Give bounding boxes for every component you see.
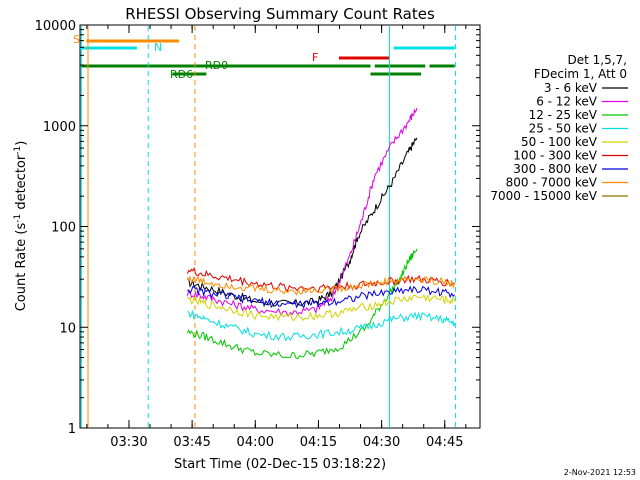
legend-label: 6 - 12 keV (536, 95, 598, 109)
status-overlay-layer (80, 26, 457, 428)
x-tick-label: 03:45 (173, 435, 210, 450)
generation-timestamp: 2-Nov-2021 12:53 (564, 468, 636, 477)
y-axis-label: Count Rate (s-1 detector-1) (13, 141, 29, 312)
x-tick-label: 04:15 (300, 435, 337, 450)
series-line-2 (186, 248, 418, 360)
legend-label: 25 - 50 keV (529, 122, 598, 136)
plot-frame (79, 24, 481, 429)
series-line-7 (186, 275, 456, 296)
y-tick-label: 100 (51, 221, 76, 236)
x-axis-label: Start Time (02-Dec-15 03:18:22) (174, 457, 386, 472)
overlay-label-rd6: RD6 (170, 68, 193, 81)
series-line-1 (186, 107, 418, 317)
series-line-4 (186, 294, 456, 322)
y-axis-label-end: ) (14, 141, 29, 146)
legend-label: 3 - 6 keV (544, 81, 598, 95)
series-line-3 (187, 309, 456, 342)
x-tick-label: 04:30 (363, 435, 400, 450)
y-axis-label-mid: detector (14, 154, 29, 214)
y-tick-label: 10 (59, 321, 76, 336)
legend-label: 100 - 300 keV (513, 149, 597, 163)
y-axis-label-main: Count Rate (s (14, 223, 29, 312)
y-axis-label-sup1: -1 (13, 214, 23, 223)
x-tick-label: 03:30 (110, 435, 147, 450)
legend-header-line2: FDecim 1, Att 0 (534, 67, 627, 81)
overlay-label-f: F (312, 51, 318, 64)
series-line-6 (187, 285, 456, 309)
chart-title: RHESSI Observing Summary Count Rates (125, 5, 435, 23)
y-tick-label: 10000 (35, 19, 76, 34)
x-tick-label: 04:00 (237, 435, 274, 450)
legend-label: 800 - 7000 keV (506, 176, 598, 190)
legend-label: 7000 - 15000 keV (490, 189, 597, 203)
axis-ticks-layer: 1 10 100 1000 10000 03:30 03:45 04:00 04:15 04:30… (35, 19, 480, 450)
overlay-label-n: N (154, 41, 162, 54)
x-tick-label: 04:45 (426, 435, 463, 450)
legend-label: 12 - 25 keV (529, 108, 598, 122)
y-tick-label: 1 (68, 422, 76, 437)
legend-label: 50 - 100 keV (521, 135, 598, 149)
overlay-label-rd0: RD0 (205, 59, 228, 72)
legend-header-line1: Det 1,5,7, (568, 53, 628, 67)
series-line-5 (186, 266, 455, 293)
y-tick-label: 1000 (43, 120, 76, 135)
overlay-label-s: S (73, 33, 80, 46)
legend-label: 300 - 800 keV (513, 162, 597, 176)
y-axis-label-sup2: -1 (13, 146, 23, 155)
series-layer (186, 107, 456, 360)
